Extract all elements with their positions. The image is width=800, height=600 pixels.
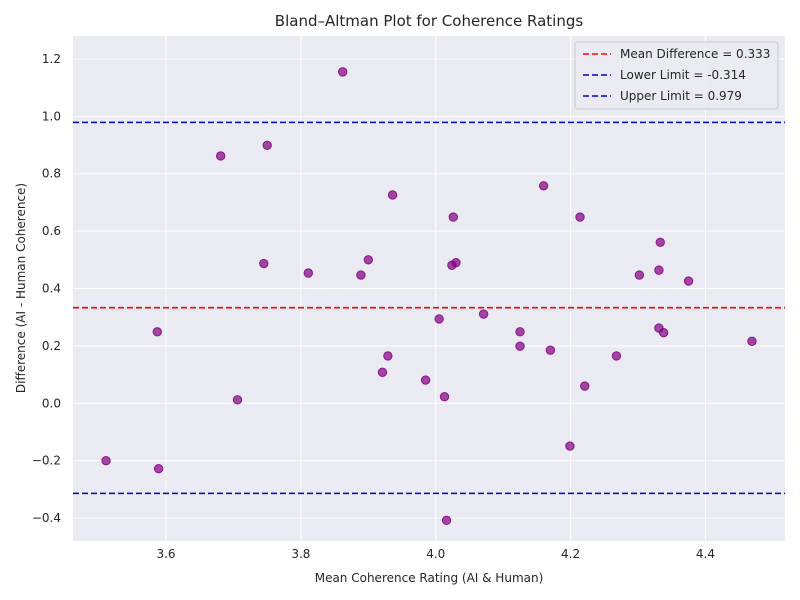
- x-axis-label: Mean Coherence Rating (AI & Human): [315, 571, 544, 585]
- data-point: [545, 345, 556, 355]
- data-point: [448, 212, 458, 222]
- y-tick-label: −0.2: [32, 454, 61, 468]
- data-point: [515, 341, 525, 351]
- data-point: [337, 67, 348, 77]
- legend-entry: Upper Limit = 0.979: [620, 89, 742, 103]
- y-tick-label: 0.2: [42, 339, 61, 353]
- data-point: [575, 212, 585, 222]
- data-point: [655, 237, 665, 248]
- data-point: [215, 151, 226, 161]
- legend-box: [574, 41, 779, 110]
- data-point: [152, 327, 162, 337]
- y-tick-label: 0.4: [42, 282, 61, 296]
- data-point: [303, 268, 314, 278]
- data-point: [259, 258, 269, 269]
- data-point: [451, 257, 461, 268]
- reference-lines: [73, 121, 785, 495]
- y-axis-label: Difference (AI - Human Coherence): [14, 183, 28, 393]
- data-point: [363, 255, 374, 265]
- data-point: [441, 515, 452, 526]
- data-point: [634, 270, 645, 280]
- x-tick-label: 3.8: [291, 547, 310, 561]
- data-point: [439, 391, 450, 402]
- data-point: [747, 336, 757, 346]
- y-tick-label: 1.0: [42, 109, 61, 123]
- data-point: [565, 441, 575, 451]
- data-point: [356, 270, 366, 280]
- data-point: [153, 463, 164, 474]
- data-point: [580, 381, 590, 391]
- y-tick-label: 0.6: [42, 224, 61, 238]
- data-point: [387, 190, 398, 200]
- data-points: [101, 67, 757, 526]
- y-tick-label: 0.0: [42, 396, 61, 410]
- data-point: [232, 395, 243, 405]
- x-ticks: 3.6 3.8 4.0 4.2 4.4: [156, 547, 714, 561]
- x-tick-label: 4.4: [696, 547, 715, 561]
- data-point: [377, 367, 388, 377]
- data-point: [478, 309, 489, 319]
- chart-title: Bland–Altman Plot for Coherence Ratings: [275, 12, 584, 30]
- y-tick-label: −0.4: [32, 511, 61, 525]
- data-point: [538, 181, 549, 191]
- legend-entry: Mean Difference = 0.333: [620, 47, 770, 61]
- grid: [73, 36, 785, 541]
- data-point: [683, 276, 694, 286]
- data-point: [262, 140, 272, 151]
- data-point: [383, 351, 393, 361]
- x-tick-label: 4.2: [561, 547, 580, 561]
- data-point: [658, 327, 669, 338]
- legend-entry: Lower Limit = -0.314: [620, 68, 746, 82]
- y-ticks: −0.4 −0.2 0.0 0.2 0.4 0.6 0.8 1.0 1.2: [32, 52, 61, 525]
- x-tick-label: 3.6: [156, 547, 175, 561]
- legend: Mean Difference = 0.333 Lower Limit = -0.…: [574, 41, 779, 110]
- y-tick-label: 0.8: [42, 167, 61, 181]
- data-point: [515, 327, 525, 337]
- data-point: [101, 455, 111, 466]
- data-point: [420, 375, 431, 385]
- x-tick-label: 4.0: [426, 547, 445, 561]
- data-point: [434, 314, 444, 324]
- data-point: [611, 351, 622, 361]
- y-tick-label: 1.2: [42, 52, 61, 66]
- data-point: [654, 265, 664, 275]
